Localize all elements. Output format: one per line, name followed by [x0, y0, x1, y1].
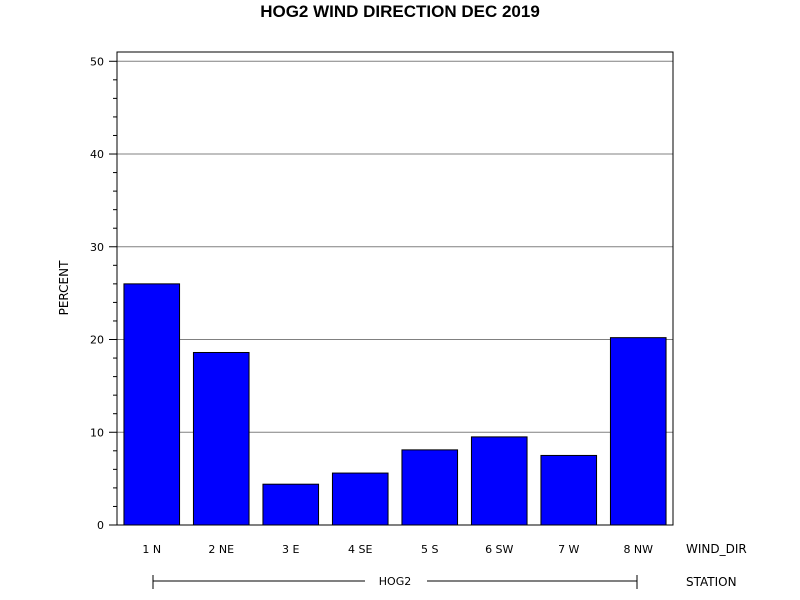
x-tick-label: 7 W — [558, 543, 579, 556]
bar — [401, 449, 459, 526]
bar — [123, 283, 181, 526]
x-tick-label: 2 NE — [208, 543, 234, 556]
plot-frame — [116, 51, 674, 526]
y-tick-label: 10 — [90, 426, 104, 439]
x-tick-label: 4 SE — [348, 543, 372, 556]
group-axis-label: STATION — [686, 575, 737, 589]
group-label: HOG2 — [379, 575, 411, 588]
y-tick-label: 20 — [90, 334, 104, 347]
x-tick-label: 6 SW — [485, 543, 513, 556]
x-tick-label: 5 S — [421, 543, 438, 556]
gridlines — [117, 60, 673, 433]
x-axis-label: WIND_DIR — [686, 542, 747, 556]
y-axis: 0 10 20 30 40 50 — [90, 55, 117, 532]
y-tick-label: 30 — [90, 241, 104, 254]
x-tick-label: 1 N — [142, 543, 161, 556]
bar — [192, 351, 250, 526]
bar — [609, 337, 667, 526]
bar — [470, 436, 528, 526]
y-tick-label: 40 — [90, 148, 104, 161]
group-bracket: HOG2 — [152, 575, 638, 589]
bar — [262, 483, 320, 526]
bars — [123, 283, 667, 526]
x-tick-label: 3 E — [282, 543, 299, 556]
y-tick-label: 0 — [97, 519, 104, 532]
y-axis-label: PERCENT — [57, 260, 71, 315]
chart-title: HOG2 WIND DIRECTION DEC 2019 — [260, 2, 540, 21]
x-tick-label: 8 NW — [623, 543, 653, 556]
bar — [540, 454, 598, 526]
x-axis: 1 N 2 NE 3 E 4 SE 5 S 6 SW 7 W 8 NW — [142, 543, 653, 556]
bar — [331, 472, 389, 526]
y-tick-label: 50 — [90, 55, 104, 68]
